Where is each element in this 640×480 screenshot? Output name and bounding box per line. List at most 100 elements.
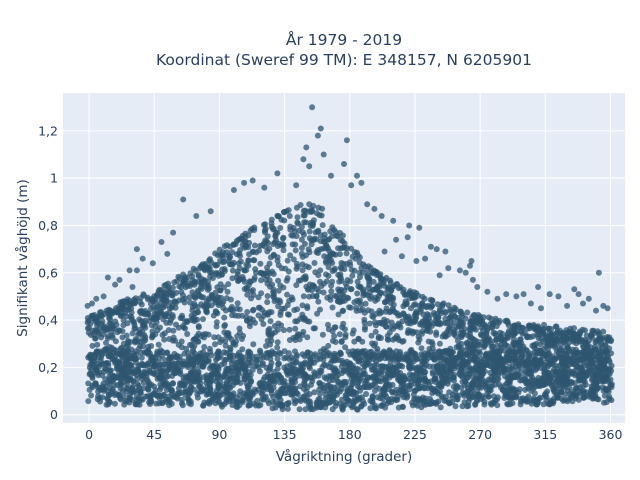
data-point (100, 323, 107, 330)
data-point (348, 286, 355, 293)
data-point (267, 318, 274, 325)
data-point (337, 230, 343, 236)
data-point (272, 404, 279, 411)
data-point (454, 396, 461, 403)
data-point (382, 308, 389, 315)
data-point (250, 306, 257, 313)
data-point (277, 224, 284, 231)
data-point (264, 299, 271, 306)
data-point (221, 243, 228, 250)
data-point (161, 301, 168, 308)
data-point (505, 366, 512, 373)
data-point (189, 281, 195, 288)
data-point (195, 309, 202, 316)
data-point (244, 291, 251, 298)
data-point (177, 275, 184, 282)
data-point (537, 379, 544, 386)
outlier-point (604, 305, 611, 312)
data-point (501, 366, 507, 373)
data-point (269, 226, 276, 232)
data-point (512, 348, 519, 355)
data-point (472, 392, 479, 399)
data-point (288, 354, 295, 361)
data-point (434, 301, 441, 308)
data-point (195, 287, 201, 294)
data-point (207, 256, 213, 263)
data-point (439, 303, 446, 310)
data-point (593, 338, 600, 344)
data-point (237, 380, 244, 386)
data-point (587, 344, 594, 351)
outlier-point (328, 172, 334, 179)
data-point (464, 388, 471, 395)
data-point (606, 395, 613, 402)
data-point (227, 253, 234, 260)
outlier-point (170, 229, 177, 236)
data-point (473, 369, 480, 376)
data-point (293, 282, 300, 289)
data-point (315, 298, 322, 305)
data-point (304, 334, 311, 341)
data-point (597, 342, 604, 348)
data-point (276, 297, 283, 304)
outlier-point (422, 255, 429, 262)
data-point (291, 396, 298, 403)
data-point (292, 325, 299, 332)
data-point (277, 350, 284, 357)
outlier-point (378, 213, 385, 219)
data-point (329, 260, 336, 266)
data-point (150, 298, 157, 305)
data-point (169, 284, 176, 291)
data-point (262, 221, 269, 228)
data-point (528, 387, 535, 394)
data-point (502, 392, 509, 399)
data-point (502, 373, 508, 380)
data-point (595, 331, 602, 338)
outlier-point (149, 260, 156, 267)
data-point (422, 319, 429, 326)
data-point (415, 355, 422, 362)
data-point (273, 237, 279, 244)
data-point (442, 310, 449, 316)
data-point (476, 348, 483, 355)
data-point (518, 368, 525, 375)
data-point (264, 293, 271, 299)
data-point (163, 398, 170, 405)
data-point (249, 225, 255, 232)
data-point (142, 362, 149, 369)
data-point (359, 348, 366, 355)
data-point (364, 267, 371, 273)
data-point (490, 377, 497, 384)
data-point (359, 269, 366, 276)
data-point (102, 376, 109, 383)
outlier-point (358, 179, 365, 186)
data-point (362, 300, 369, 307)
data-point (286, 213, 293, 219)
data-point (129, 387, 136, 394)
data-point (501, 383, 507, 389)
data-point (146, 368, 153, 375)
data-point (374, 394, 381, 401)
data-point (101, 368, 107, 375)
data-point (185, 396, 192, 403)
data-point (262, 243, 269, 250)
data-point (343, 379, 350, 385)
data-point (593, 387, 600, 394)
data-point (356, 378, 363, 385)
data-point (212, 341, 218, 348)
data-point (479, 376, 486, 383)
data-point (395, 356, 402, 363)
data-point (520, 345, 527, 352)
data-point (200, 387, 207, 394)
data-point (138, 354, 145, 361)
outlier-point (164, 250, 171, 257)
data-point (92, 380, 99, 387)
data-point (545, 379, 551, 386)
data-point (448, 313, 454, 320)
data-point (314, 247, 321, 254)
data-point (392, 397, 399, 404)
data-point (453, 344, 460, 351)
data-point (428, 323, 435, 330)
data-point (357, 274, 363, 281)
